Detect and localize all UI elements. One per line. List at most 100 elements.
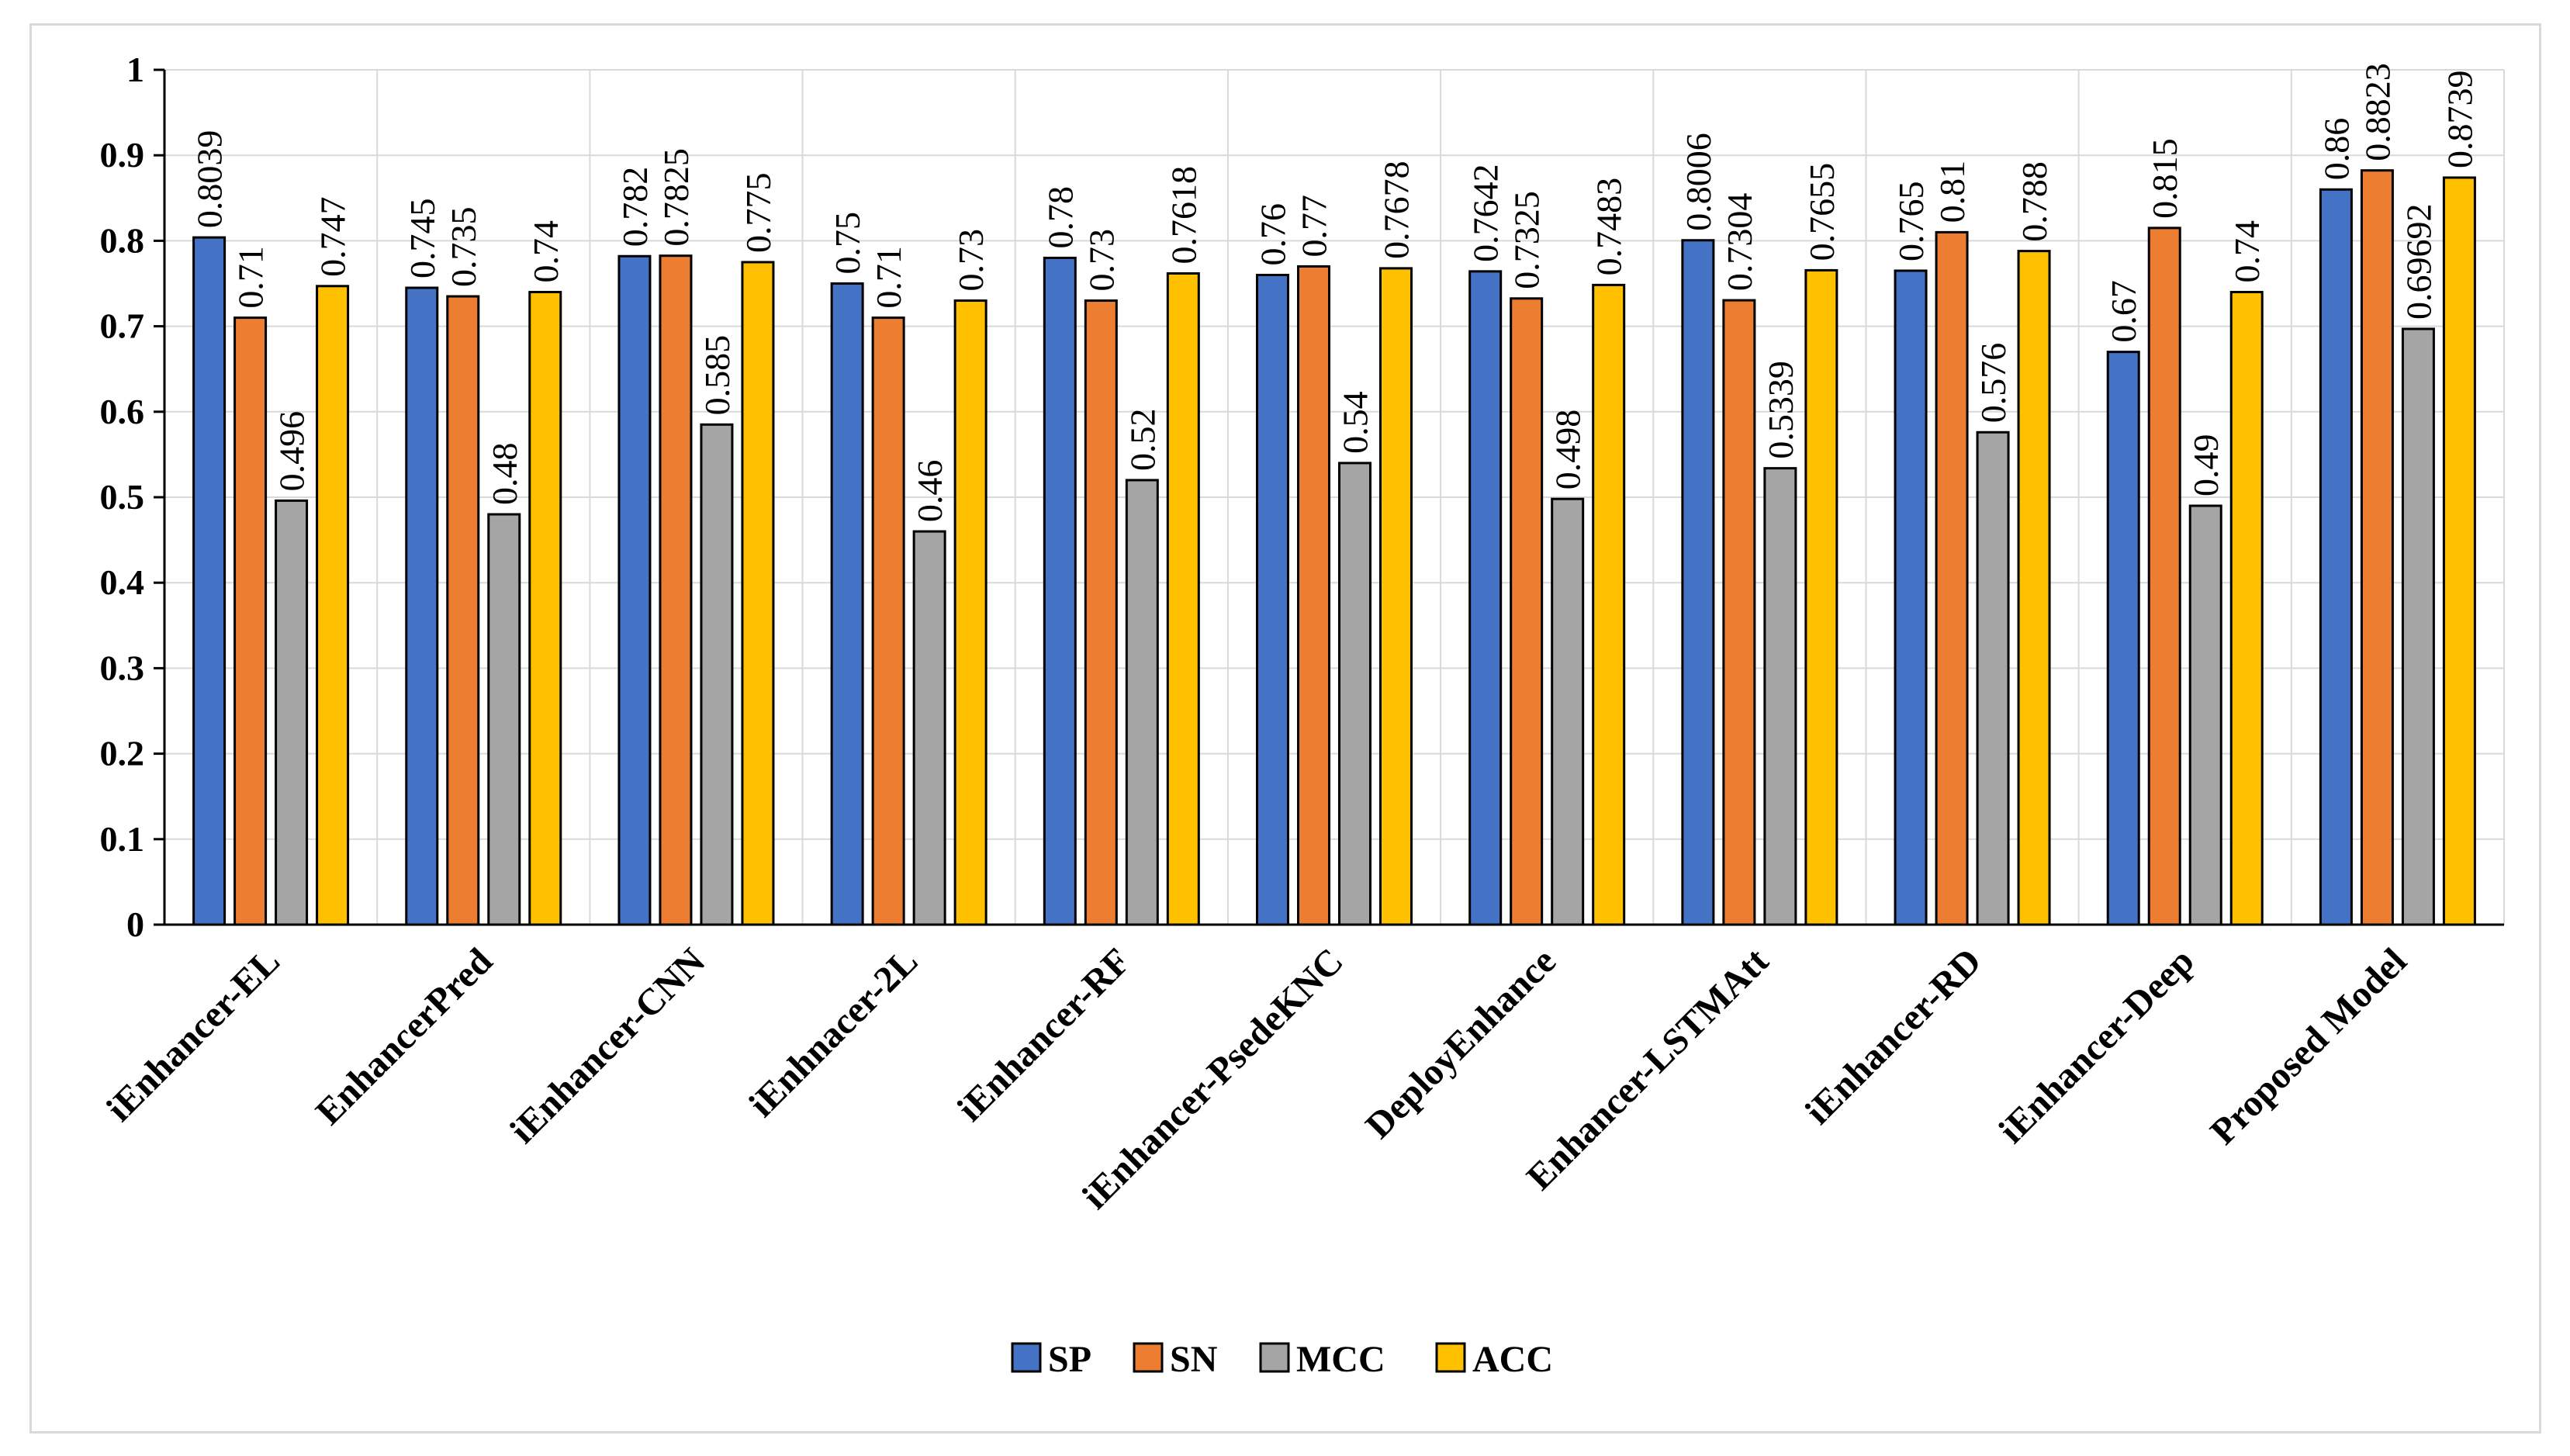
data-label: 0.7825: [656, 148, 696, 247]
category-label: iEnhancer-Deep: [1991, 940, 2202, 1151]
bar-mcc: [1125, 479, 1159, 926]
y-tick-label: 0.3: [100, 648, 145, 687]
legend: SP SN MCC ACC: [1011, 1339, 1553, 1380]
bar-acc: [2229, 291, 2264, 926]
data-label: 0.7618: [1164, 166, 1203, 265]
data-label: 0.73: [1081, 229, 1121, 292]
data-label: 0.7304: [1720, 193, 1759, 292]
category-label: iEnhancer-RF: [949, 940, 1139, 1129]
data-label: 0.81: [1932, 161, 1972, 223]
category-label: iEnhancer-CNN: [502, 940, 713, 1151]
data-label: 0.576: [1973, 343, 2013, 424]
bar-sn: [233, 316, 268, 926]
bar-acc: [2017, 250, 2051, 926]
legend-swatch-sp: [1011, 1342, 1042, 1373]
bar-sp: [1468, 270, 1503, 926]
bar-acc: [528, 291, 562, 926]
category-label: iEnhnacer-2L: [741, 940, 925, 1125]
bar-mcc: [1976, 431, 2010, 926]
data-label: 0.735: [444, 207, 483, 288]
data-label: 0.49: [2186, 434, 2226, 497]
data-label: 0.78: [1040, 186, 1080, 249]
data-label: 0.52: [1122, 408, 1162, 471]
bar-sn: [1510, 297, 1544, 926]
legend-label-mcc: MCC: [1296, 1339, 1385, 1380]
category-labels: iEnhancer-EL EnhancerPred iEnhancer-CNN iEn…: [99, 940, 2414, 1217]
data-label: 0.46: [910, 460, 949, 523]
axes: 0 0.1 0.2 0.3 0.4 0.5 0.6 0.7 0.8 0.9 1: [100, 50, 2504, 944]
bar-acc: [741, 261, 775, 926]
data-label: 0.498: [1548, 410, 1588, 489]
bar-sp: [2106, 351, 2140, 926]
y-tick-label: 0.6: [100, 392, 145, 431]
bar-acc: [316, 285, 350, 926]
bar-sn: [2147, 227, 2181, 926]
bar-sp: [192, 236, 227, 926]
bar-sp: [830, 282, 864, 926]
data-label: 0.8006: [1679, 133, 1718, 231]
data-label: 0.77: [1295, 195, 1334, 258]
data-label: 0.75: [828, 212, 867, 275]
y-tick-label: 0.7: [100, 306, 145, 346]
bar-mcc: [1551, 497, 1585, 926]
data-label: 0.745: [403, 199, 442, 279]
bar-sn: [1935, 230, 1969, 926]
data-label: 0.782: [615, 167, 655, 247]
bar-sp: [1043, 256, 1077, 926]
y-tick-label: 0.1: [100, 819, 145, 859]
bar-sp: [617, 254, 652, 926]
data-label: 0.54: [1336, 391, 1375, 454]
y-tick-label: 0.5: [100, 477, 145, 517]
data-label: 0.73: [951, 229, 991, 292]
data-label: 0.765: [1891, 181, 1931, 261]
category-label: EnhancerPred: [308, 940, 500, 1133]
bar-sp: [405, 286, 439, 926]
bar-sp: [1256, 273, 1289, 926]
bar-mcc: [912, 530, 946, 926]
y-tick-label: 0.4: [100, 562, 145, 602]
y-tick-label: 0.2: [100, 734, 145, 773]
y-tick-label: 0.8: [100, 220, 145, 260]
data-label: 0.496: [272, 411, 312, 492]
data-label: 0.775: [738, 172, 778, 253]
bar-mcc: [487, 513, 521, 926]
data-label: 0.815: [2145, 138, 2184, 219]
bar-mcc: [700, 423, 734, 926]
bar-sn: [659, 254, 693, 926]
data-label: 0.7678: [1377, 161, 1416, 259]
bar-mcc: [2401, 327, 2435, 926]
bar-sn: [871, 316, 905, 926]
category-label: DeployEnhance: [1358, 940, 1564, 1146]
bar-acc: [953, 299, 988, 926]
category-label: iEnhancer-EL: [99, 940, 288, 1129]
bar-sn: [1297, 265, 1330, 926]
legend-swatch-mcc: [1259, 1342, 1290, 1373]
data-label: 0.7655: [1802, 163, 1842, 261]
legend-swatch-acc: [1435, 1342, 1466, 1373]
bar-acc: [1379, 267, 1413, 926]
bar-sn: [446, 295, 480, 926]
bar-sp: [2319, 188, 2353, 926]
data-label: 0.71: [231, 246, 271, 309]
category-label: Proposed Model: [2202, 940, 2414, 1152]
category-label: iEnhancer-RD: [1797, 940, 1989, 1132]
bar-sn: [1084, 299, 1118, 926]
data-label: 0.585: [697, 335, 737, 416]
data-label: 0.7483: [1589, 178, 1629, 276]
data-label: 0.5339: [1761, 361, 1800, 459]
data-label: 0.747: [313, 196, 353, 277]
legend-label-acc: ACC: [1472, 1339, 1553, 1380]
data-label: 0.74: [2227, 220, 2267, 283]
bar-sn: [2360, 169, 2394, 926]
data-label: 0.8823: [2357, 63, 2397, 161]
data-label: 0.71: [869, 246, 908, 309]
y-tick-label: 0.9: [100, 135, 145, 175]
data-label: 0.86: [2316, 118, 2356, 181]
bar-sp: [1894, 269, 1928, 926]
bar-acc: [1804, 268, 1838, 926]
data-label: 0.7325: [1507, 191, 1547, 289]
data-label: 0.48: [485, 443, 524, 506]
data-label: 0.74: [526, 220, 566, 283]
bar-mcc: [1338, 462, 1371, 926]
